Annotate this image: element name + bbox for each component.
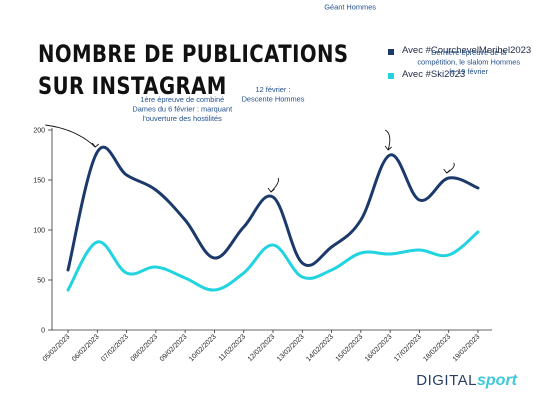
x-tick-label: 10/02/2023 xyxy=(188,333,218,363)
annotation-text: Descente Hommes xyxy=(242,95,305,104)
brand-part2: sport xyxy=(477,372,517,389)
legend-item-series1: Avec #CourchevelMeribel2023 xyxy=(388,45,533,57)
annotation-text: 16 et 17 février : xyxy=(323,0,376,2)
annotation-arrow xyxy=(384,129,391,151)
x-tick-label: 11/02/2023 xyxy=(218,333,247,362)
x-tick-label: 05/02/2023 xyxy=(42,333,72,363)
x-tick-label: 06/02/2023 xyxy=(71,333,101,363)
series-line-1 xyxy=(66,145,480,272)
legend-label-series2: Avec #Ski2023 xyxy=(402,69,466,80)
annotation-text: Dernière épreuve de la xyxy=(431,48,507,57)
title-line-2: SUR INSTAGRAM xyxy=(38,72,227,100)
annotation-3: 16 et 17 février :Géant Hommes xyxy=(323,0,392,151)
annotation-arrow xyxy=(45,124,96,148)
annotation-arrow xyxy=(270,177,279,193)
y-tick-label: 150 xyxy=(33,178,45,185)
annotation-text: compétition, le slalom Hommes xyxy=(417,58,520,67)
y-tick-label: 100 xyxy=(33,228,45,235)
series-line-2 xyxy=(66,230,480,292)
legend-swatch-series1 xyxy=(388,49,394,55)
annotation-text: le 19 février xyxy=(449,67,488,76)
title-line-1: NOMBRE DE PUBLICATIONS xyxy=(38,40,349,68)
x-tick-label: 17/02/2023 xyxy=(393,333,423,363)
annotation-arrowhead xyxy=(443,168,451,174)
brand-part1: DIGITAL xyxy=(416,372,477,389)
legend: Avec #CourchevelMeribel2023 Avec #Ski202… xyxy=(388,45,533,93)
annotation-arrowhead xyxy=(384,145,392,151)
annotation-text: Dames du 6 février : marquant xyxy=(132,105,232,114)
x-tick-label: 15/02/2023 xyxy=(335,333,365,363)
y-tick-label: 0 xyxy=(41,328,45,335)
annotation-arrowhead xyxy=(267,187,275,193)
annotation-text: Géant Hommes xyxy=(324,3,376,12)
x-tick-label: 12/02/2023 xyxy=(247,333,277,363)
legend-label-series1: Avec #CourchevelMeribel2023 xyxy=(402,45,532,56)
x-tick-label: 14/02/2023 xyxy=(305,333,335,363)
annotation-text: 1ère épreuve de combiné xyxy=(140,95,224,104)
legend-item-series2: Avec #Ski2023 xyxy=(388,69,533,81)
x-tick-label: 08/02/2023 xyxy=(130,333,160,363)
x-tick-label: 18/02/2023 xyxy=(422,333,452,363)
x-tick-label: 16/02/2023 xyxy=(364,333,394,363)
annotation-2: 12 février :Descente Hommes xyxy=(242,85,305,193)
x-tick-label: 13/02/2023 xyxy=(276,333,306,363)
chart-title: NOMBRE DE PUBLICATIONS SUR INSTAGRAM xyxy=(38,38,348,102)
y-tick-label: 50 xyxy=(37,278,45,285)
annotation-arrowhead xyxy=(91,142,100,148)
annotation-text: 12 février : xyxy=(256,85,291,94)
x-tick-label: 07/02/2023 xyxy=(100,333,130,363)
y-tick-label: 200 xyxy=(33,128,45,135)
x-tick-label: 19/02/2023 xyxy=(452,333,482,363)
brand-logo: DIGITALsport xyxy=(416,372,517,390)
x-tick-label: 09/02/2023 xyxy=(159,333,189,363)
legend-swatch-series2 xyxy=(388,73,394,79)
annotation-text: l'ouverture des hostilités xyxy=(143,114,222,123)
